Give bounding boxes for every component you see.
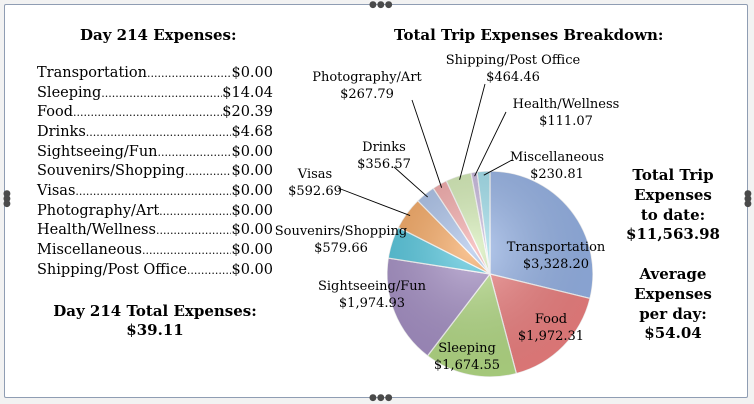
- trip-total-label-2: Expenses: [634, 186, 712, 204]
- expense-row: Visas $0.00: [37, 183, 273, 202]
- expense-label: Food: [37, 104, 74, 120]
- expense-label: Shipping/Post Office: [37, 262, 187, 278]
- expense-amount: $0.00: [231, 262, 273, 278]
- dot-leader: [147, 67, 232, 80]
- expense-amount: $0.00: [231, 144, 273, 160]
- expense-label: Sleeping: [37, 85, 102, 101]
- expense-amount: $20.39: [222, 104, 273, 120]
- expense-amount: $0.00: [231, 203, 273, 219]
- expense-amount: $0.00: [231, 183, 273, 199]
- left-resize-handle[interactable]: ● ● ●: [3, 189, 11, 209]
- trip-total-label-3: to date:: [640, 206, 706, 224]
- right-resize-handle[interactable]: ● ● ●: [744, 189, 752, 209]
- bottom-resize-handle[interactable]: ●●●: [369, 393, 393, 403]
- expense-amount: $0.00: [231, 163, 273, 179]
- dot-leader: [142, 244, 232, 257]
- dot-leader: [86, 126, 232, 139]
- expense-row: Sleeping $14.04: [37, 85, 273, 104]
- top-resize-handle[interactable]: ●●●: [369, 0, 393, 10]
- expense-row: Miscellaneous $0.00: [37, 242, 273, 261]
- dot-leader: [75, 185, 231, 198]
- expense-amount: $4.68: [231, 124, 273, 140]
- expense-label: Souvenirs/Shopping: [37, 163, 185, 179]
- dot-leader: [185, 165, 232, 178]
- avg-label-3: per day:: [639, 305, 707, 323]
- daily-title: Day 214 Expenses:: [80, 26, 237, 44]
- expense-row: Souvenirs/Shopping $0.00: [37, 163, 273, 182]
- expense-row: Transportation $0.00: [37, 65, 273, 84]
- dot-leader: [158, 146, 232, 159]
- expense-amount: $0.00: [231, 65, 273, 81]
- expense-label: Drinks: [37, 124, 86, 140]
- dot-leader: [156, 224, 232, 237]
- daily-total-label: Day 214 Total Expenses:: [53, 302, 257, 320]
- expense-row: Health/Wellness $0.00: [37, 222, 273, 241]
- expense-row: Food $20.39: [37, 104, 273, 123]
- dot-leader: [73, 106, 222, 119]
- dot-leader: [101, 87, 222, 100]
- expense-amount: $0.00: [231, 242, 273, 258]
- expense-row: Drinks $4.68: [37, 124, 273, 143]
- expense-label: Miscellaneous: [37, 242, 142, 258]
- avg-value: $54.04: [644, 324, 702, 342]
- expense-label: Visas: [37, 183, 76, 199]
- expense-row: Sightseeing/Fun $0.00: [37, 144, 273, 163]
- avg-label-1: Average: [639, 265, 707, 283]
- expense-label: Transportation: [37, 65, 147, 81]
- expense-label: Health/Wellness: [37, 222, 156, 238]
- daily-total-value: $39.11: [126, 321, 184, 339]
- expense-label: Photography/Art: [37, 203, 160, 219]
- trip-total-value: $11,563.98: [626, 225, 720, 243]
- dot-leader: [159, 205, 231, 218]
- expense-amount: $14.04: [222, 85, 273, 101]
- chart-title: Total Trip Expenses Breakdown:: [394, 26, 664, 44]
- dot-leader: [187, 264, 232, 277]
- expense-label: Sightseeing/Fun: [37, 144, 158, 160]
- expense-amount: $0.00: [231, 222, 273, 238]
- trip-total-label-1: Total Trip: [632, 166, 714, 184]
- avg-label-2: Expenses: [634, 285, 712, 303]
- expense-row: Photography/Art $0.00: [37, 203, 273, 222]
- expense-row: Shipping/Post Office $0.00: [37, 262, 273, 281]
